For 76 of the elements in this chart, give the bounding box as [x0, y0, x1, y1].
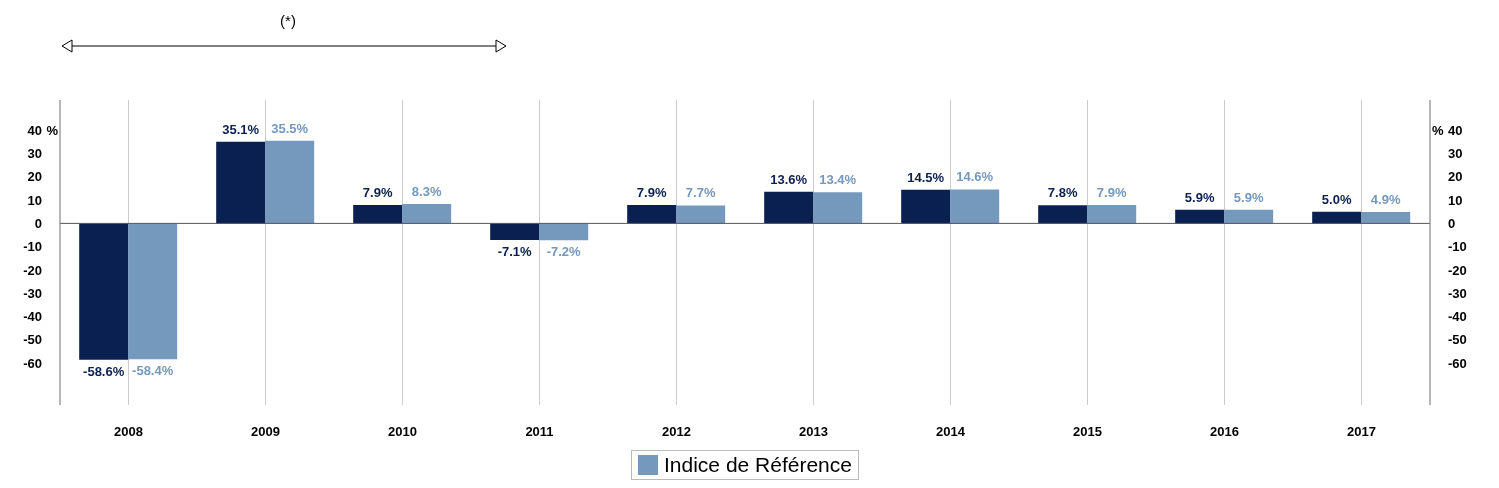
data-label: -58.4% — [132, 363, 174, 379]
y2-tick-label: -60 — [1448, 355, 1467, 371]
x-tick-label: 2016 — [1210, 424, 1239, 440]
data-label: 8.3% — [411, 184, 442, 200]
bar — [1087, 205, 1137, 224]
data-label: 13.4% — [819, 172, 857, 188]
data-label: 5.9% — [1184, 189, 1215, 205]
y-tick-label: -20 — [23, 262, 42, 278]
bar — [1312, 211, 1362, 224]
text: (*) — [279, 12, 297, 29]
data-label: 35.1% — [222, 121, 260, 137]
data-label: 4.9% — [1370, 191, 1401, 207]
data-label: 13.6% — [770, 171, 808, 187]
x-tick-label: 2010 — [388, 424, 417, 440]
bar — [1224, 209, 1274, 224]
bar — [950, 189, 1000, 224]
bar — [79, 223, 129, 360]
bar — [353, 205, 403, 224]
y-tick-label: 0 — [34, 216, 42, 232]
y2-tick-label: -20 — [1448, 262, 1467, 278]
y-tick-label: -10 — [23, 239, 42, 255]
bar — [402, 204, 452, 224]
x-tick-label: 2014 — [936, 424, 966, 440]
data-label: -7.1% — [497, 243, 533, 259]
y2-tick-label: 10 — [1448, 192, 1463, 208]
y-tick-label: 40 — [27, 122, 42, 138]
bar — [676, 205, 726, 224]
bar — [265, 140, 315, 224]
data-label: 14.6% — [956, 169, 994, 185]
legend-label: Indice de Référence — [664, 453, 852, 477]
data-label: 7.9% — [1096, 185, 1127, 200]
data-label: -58.6% — [83, 363, 125, 379]
y-tick-label: -40 — [23, 309, 42, 325]
y2-tick-label: -40 — [1448, 309, 1467, 325]
data-label: 7.9% — [362, 185, 393, 200]
x-tick-label: 2008 — [114, 424, 143, 440]
data-label: 7.9% — [636, 185, 667, 200]
y-tick-label: -50 — [23, 332, 42, 348]
y-tick-label: 20 — [27, 169, 42, 185]
data-label: 7.8% — [1047, 185, 1078, 201]
x-tick-label: 2012 — [662, 424, 691, 440]
data-label: 35.5% — [271, 120, 309, 136]
x-tick-label: 2011 — [525, 424, 554, 440]
data-label: 5.0% — [1321, 191, 1352, 207]
y-tick-label: 10 — [27, 192, 42, 208]
bar — [813, 192, 863, 224]
y2-tick-label: -50 — [1448, 332, 1467, 348]
y2-tick-label: 40 — [1448, 122, 1463, 138]
bar — [627, 205, 677, 224]
data-label: 7.7% — [685, 185, 716, 201]
bar — [1361, 211, 1411, 224]
data-label: -7.2% — [546, 244, 582, 260]
y-tick-label: -60 — [23, 355, 42, 371]
bar — [490, 223, 540, 240]
x-tick-label: 2017 — [1347, 424, 1376, 440]
x-tick-label: 2015 — [1073, 424, 1102, 440]
x-tick-label: 2013 — [799, 424, 828, 440]
y2-tick-label: 30 — [1448, 146, 1463, 162]
y2-tick-label: -10 — [1448, 239, 1467, 255]
data-label: 5.9% — [1233, 189, 1264, 205]
y-tick-label: 30 — [27, 146, 42, 162]
bar — [764, 191, 814, 224]
bar — [1038, 205, 1088, 224]
bar — [901, 189, 951, 224]
bar — [128, 223, 178, 360]
y-tick-label: -30 — [23, 285, 42, 301]
y2-axis-title: % — [1432, 123, 1444, 139]
bar — [1175, 209, 1225, 224]
bar — [539, 223, 589, 241]
y2-tick-label: 20 — [1448, 169, 1463, 185]
y-axis-title: % — [46, 123, 59, 139]
y2-tick-label: -30 — [1448, 285, 1467, 301]
y2-tick-label: 0 — [1448, 216, 1456, 232]
data-label: 14.5% — [907, 169, 945, 185]
x-tick-label: 2009 — [251, 424, 280, 440]
bar — [216, 141, 266, 224]
